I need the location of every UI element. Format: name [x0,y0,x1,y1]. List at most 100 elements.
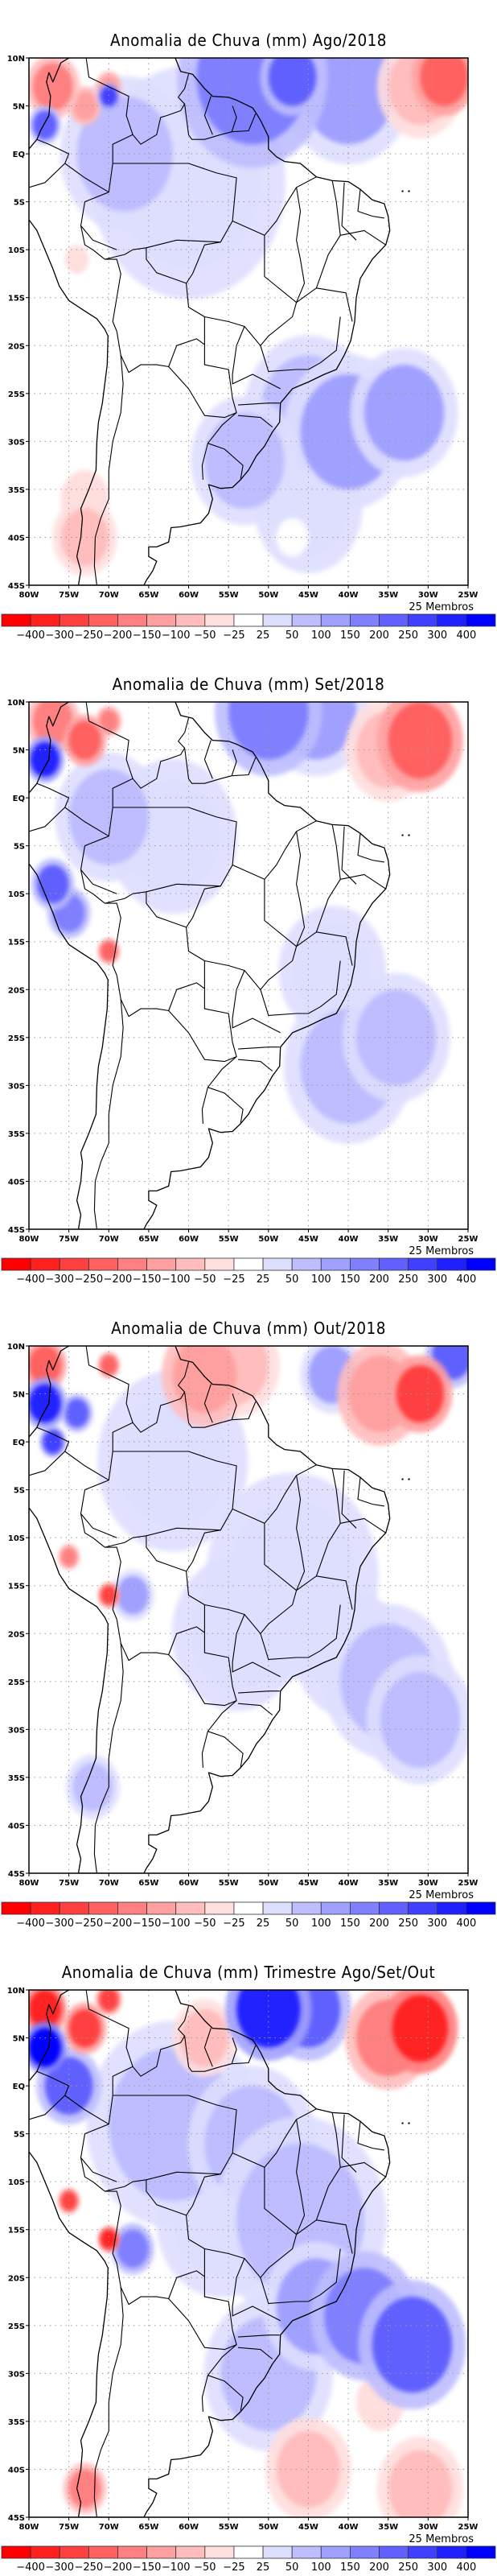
anomaly-blob [60,1547,77,1567]
island-dot [401,1478,404,1480]
anomaly-blob [101,86,117,106]
anomaly-blob [68,720,101,760]
colorbar-label: 25 [257,630,270,642]
border-line [93,999,124,1229]
border-line [93,355,124,585]
colorbar-swatch [204,2545,235,2559]
border-line [29,782,70,832]
anomaly-blob [36,865,69,904]
colorbar-swatch [175,1901,206,1915]
lat-tick-label: 5S [14,199,25,208]
lon-tick-label: 55W [219,1235,239,1244]
colorbar-label: −150 [133,2562,162,2574]
border-line [93,2287,124,2517]
anomaly-blob [280,522,305,552]
lon-tick-label: 75W [59,2523,79,2532]
anomaly-blob [32,702,73,745]
border-line [340,1517,387,1534]
colorbar-swatch [30,1257,60,1271]
colorbar-label: −250 [74,1274,103,1286]
lon-tick-label: 25W [458,591,479,600]
colorbar-label: −25 [223,1274,244,1286]
colorbar-swatch [466,2545,496,2559]
colorbar-label: 25 [257,1274,270,1286]
colorbar-swatch [117,1901,147,1915]
colorbar-label: −150 [133,1918,162,1930]
colorbar-swatch [59,1901,89,1915]
lon-tick-label: 80W [19,1879,39,1888]
lat-tick-label: 15S [8,1583,25,1591]
lat-tick-label: 20S [8,342,25,351]
colorbar-label: −200 [104,2562,133,2574]
map-panel: 10N 5N EQ 5S 10S 15S 20S 25S 30S 35S 40S 45S 80W 75W 7… [0,1288,497,1932]
border-line [232,2258,281,2322]
island-dot [408,1478,410,1480]
lat-tick-label: 35S [8,1130,25,1139]
border-line [203,2028,213,2067]
lat-tick-label: 25S [8,1678,25,1687]
map-panel: 10N 5N EQ 5S 10S 15S 20S 25S 30S 35S 40S 45S 80W 75W 7… [0,644,497,1288]
colorbar-label: 150 [340,2562,360,2574]
lon-tick-label: 50W [258,1235,278,1244]
border-line [207,412,237,444]
colorbar-label: 300 [427,1918,447,1930]
colorbar-swatch [379,1257,409,1271]
border-line [341,826,357,885]
anomaly-blob [29,1384,61,1423]
lon-tick-label: 50W [258,2523,278,2532]
border-line [80,869,117,894]
map-panel: 10N 5N EQ 5S 10S 15S 20S 25S 30S 35S 40S 45S 80W 75W 7… [0,0,497,644]
lat-tick-label: 20S [8,2274,25,2283]
border-line [80,1513,117,1538]
colorbar-swatch [233,2545,264,2559]
colorbar-swatch [379,613,409,627]
border-line [238,1046,280,1050]
border-line [264,879,329,947]
anomaly-blob [68,2008,101,2048]
anomaly-blob [364,365,445,461]
lat-tick-label: 35S [8,2418,25,2427]
anomaly-blob [284,1777,364,1873]
colorbar-label: −50 [194,1918,216,1930]
anomaly-blob [64,1398,89,1428]
colorbar-swatch [175,1257,206,1271]
colorbar-label: 50 [285,2562,299,2574]
border-line [327,1468,341,1543]
island-dot [408,2122,410,2124]
lat-tick-label: 30S [8,1082,25,1091]
border-line [264,1523,329,1591]
lon-tick-label: 75W [59,1235,79,1244]
lat-tick-label: 35S [8,1774,25,1783]
panel-title: Anomalia de Chuva (mm) Out/2018 [111,1319,386,1338]
colorbar-label: −300 [45,1918,74,1930]
anomaly-blob [380,1671,461,1768]
colorbar-label: 25 [257,2562,270,2574]
border-line [327,824,341,899]
border-line [341,1470,357,1529]
anomaly-blob [60,2191,77,2211]
colorbar-swatch [350,1257,380,1271]
colorbar-swatch [350,613,380,627]
lon-tick-label: 40W [339,591,359,600]
border-line [296,187,306,303]
border-line [296,831,306,947]
border-line [64,1451,109,1481]
lon-tick-label: 45W [298,1879,318,1888]
border-line [232,326,281,390]
border-line [186,1530,221,1572]
colorbar-label: −50 [194,630,216,642]
colorbar-swatch [466,1257,496,1271]
colorbar-label: 200 [369,630,389,642]
colorbar-swatch [262,1257,293,1271]
lon-tick-label: 60W [179,2523,199,2532]
anomaly-blob [30,742,60,777]
anomaly-blob [29,2028,61,2067]
colorbar-label: −250 [74,630,103,642]
border-line [327,2112,341,2187]
anomaly-blob [101,941,117,961]
lon-tick-label: 30W [418,2523,438,2532]
colorbar-swatch [437,2545,467,2559]
border-line [296,1475,306,1591]
lat-tick-label: 10N [7,699,25,708]
border-line [132,103,237,145]
